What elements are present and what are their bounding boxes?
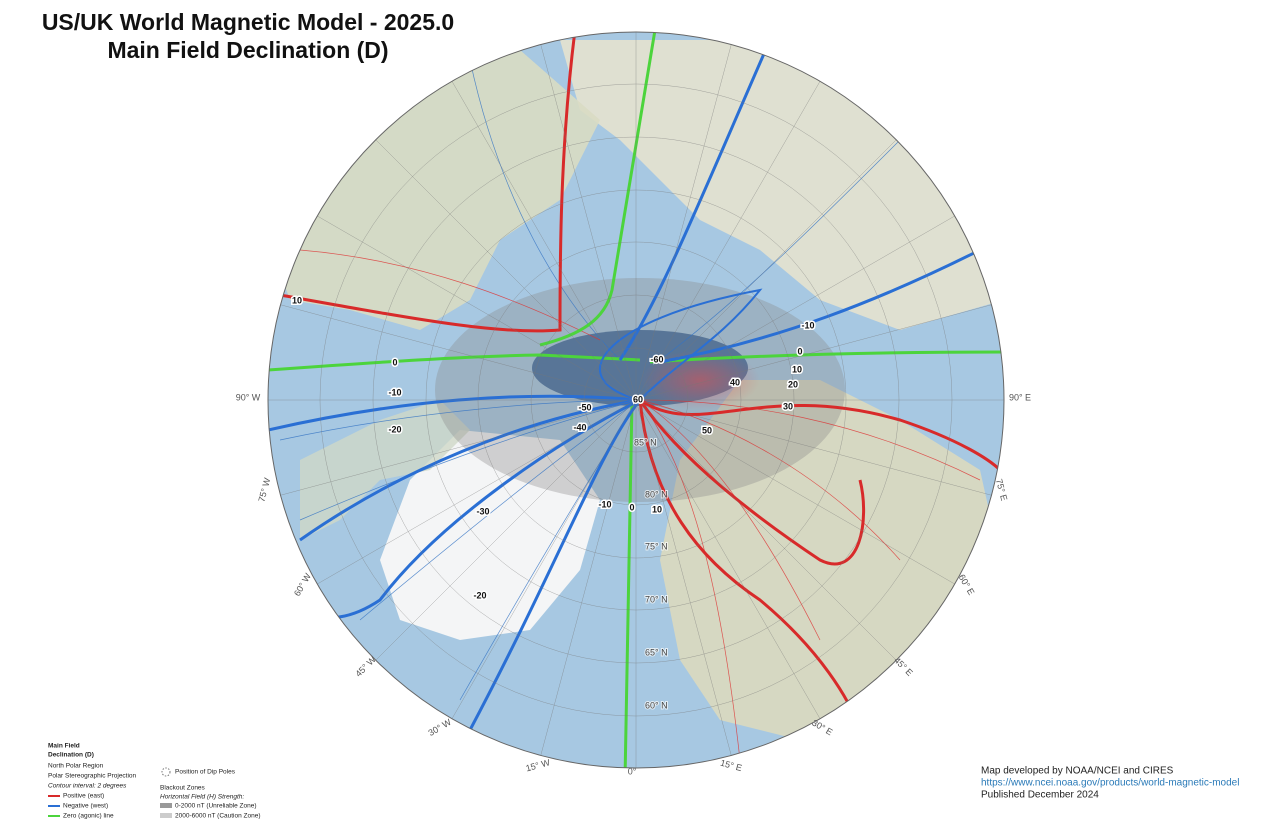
longitude-label: 15° E	[719, 758, 743, 773]
longitude-label: 15° W	[525, 757, 552, 773]
contour-label: -10	[388, 387, 401, 397]
meridian	[445, 399, 637, 730]
legend-text: Contour interval: 2 degrees	[48, 783, 127, 790]
meridian	[635, 70, 827, 401]
contour-label: -50	[578, 402, 591, 412]
contour-label: 50	[702, 425, 712, 435]
meridian	[268, 399, 637, 499]
longitude-label: 60° W	[292, 571, 313, 598]
meridian	[367, 399, 637, 669]
latitude-label: 80° N	[645, 489, 668, 499]
longitude-label: 75° W	[256, 476, 272, 503]
contour-label: -10	[598, 499, 611, 509]
longitude-label: 30° E	[810, 718, 834, 738]
longitude-label: 90° W	[236, 392, 261, 402]
contour-label: 60	[633, 394, 643, 404]
latitude-label: 85° N	[634, 437, 657, 447]
legend-text: Horizontal Field (H) Strength:	[160, 794, 244, 801]
legend-swatch	[160, 803, 172, 808]
meridian	[635, 399, 1004, 499]
meridian	[306, 399, 637, 591]
meridian	[635, 399, 966, 591]
latitude-label: 70° N	[645, 594, 668, 604]
legend: Main Field Declination (D) North Polar R…	[48, 743, 261, 820]
longitude-label: 60° E	[957, 573, 977, 597]
legend-title: Declination (D)	[48, 752, 94, 759]
contour-label: -40	[573, 422, 586, 432]
longitude-label: 0°	[628, 766, 637, 776]
meridian	[635, 131, 905, 401]
credits: Map developed by NOAA/NCEI and CIRES htt…	[981, 766, 1239, 801]
meridian	[367, 131, 637, 401]
meridian	[268, 301, 637, 401]
meridian	[445, 70, 637, 401]
latitude-label: 60° N	[645, 700, 668, 710]
legend-text: 0-2000 nT (Unreliable Zone)	[175, 803, 257, 810]
map-disc	[268, 32, 1004, 768]
meridian	[635, 399, 735, 768]
contour-label: 10	[652, 504, 662, 514]
title: Main Field Declination (D)	[107, 37, 388, 63]
legend-text: Positive (east)	[63, 793, 104, 800]
meridian	[537, 32, 637, 401]
map-border	[267, 31, 1005, 769]
contour-label: 0	[392, 357, 397, 367]
longitude-label: 30° W	[427, 717, 454, 738]
contour-label: -10	[801, 320, 814, 330]
meridian	[635, 399, 905, 669]
credit-link[interactable]: https://www.ncei.noaa.gov/products/world…	[981, 778, 1239, 789]
legend-text: Position of Dip Poles	[175, 769, 236, 776]
contour-label: 40	[730, 377, 740, 387]
contour-label: 20	[788, 379, 798, 389]
contour-label: 0	[629, 502, 634, 512]
contour-label: -60	[650, 354, 663, 364]
legend-swatch	[160, 813, 172, 818]
contour-label: 10	[792, 364, 802, 374]
legend-text: Blackout Zones	[160, 785, 206, 792]
contour-label: 0	[797, 346, 802, 356]
legend-text: Zero (agonic) line	[63, 813, 114, 820]
credit-text: Map developed by NOAA/NCEI and CIRES	[981, 766, 1174, 777]
contour-label: 30	[783, 401, 793, 411]
longitude-label: 75° E	[994, 478, 1009, 502]
contour-label: -20	[388, 424, 401, 434]
legend-text: North Polar Region	[48, 763, 104, 770]
meridian	[635, 32, 735, 401]
legend-title: Main Field	[48, 743, 80, 750]
meridian	[635, 209, 966, 401]
contour-label: -20	[473, 590, 486, 600]
longitude-label: 45° E	[892, 655, 915, 678]
legend-text: Negative (west)	[63, 803, 108, 810]
contour-label: 10	[292, 295, 302, 305]
contour-label: -30	[476, 506, 489, 516]
legend-text: 2000-6000 nT (Caution Zone)	[175, 813, 261, 820]
title: US/UK World Magnetic Model - 2025.0	[42, 9, 454, 35]
latitude-label: 75° N	[645, 541, 668, 551]
credit-text: Published December 2024	[981, 790, 1099, 801]
longitude-label: 90° E	[1009, 392, 1031, 402]
meridian	[635, 399, 827, 730]
meridian	[306, 209, 637, 401]
latitude-label: 65° N	[645, 647, 668, 657]
legend-text: Polar Stereographic Projection	[48, 773, 137, 780]
dip-pole-icon	[161, 767, 171, 777]
meridian	[537, 399, 637, 768]
meridian	[635, 301, 1004, 401]
